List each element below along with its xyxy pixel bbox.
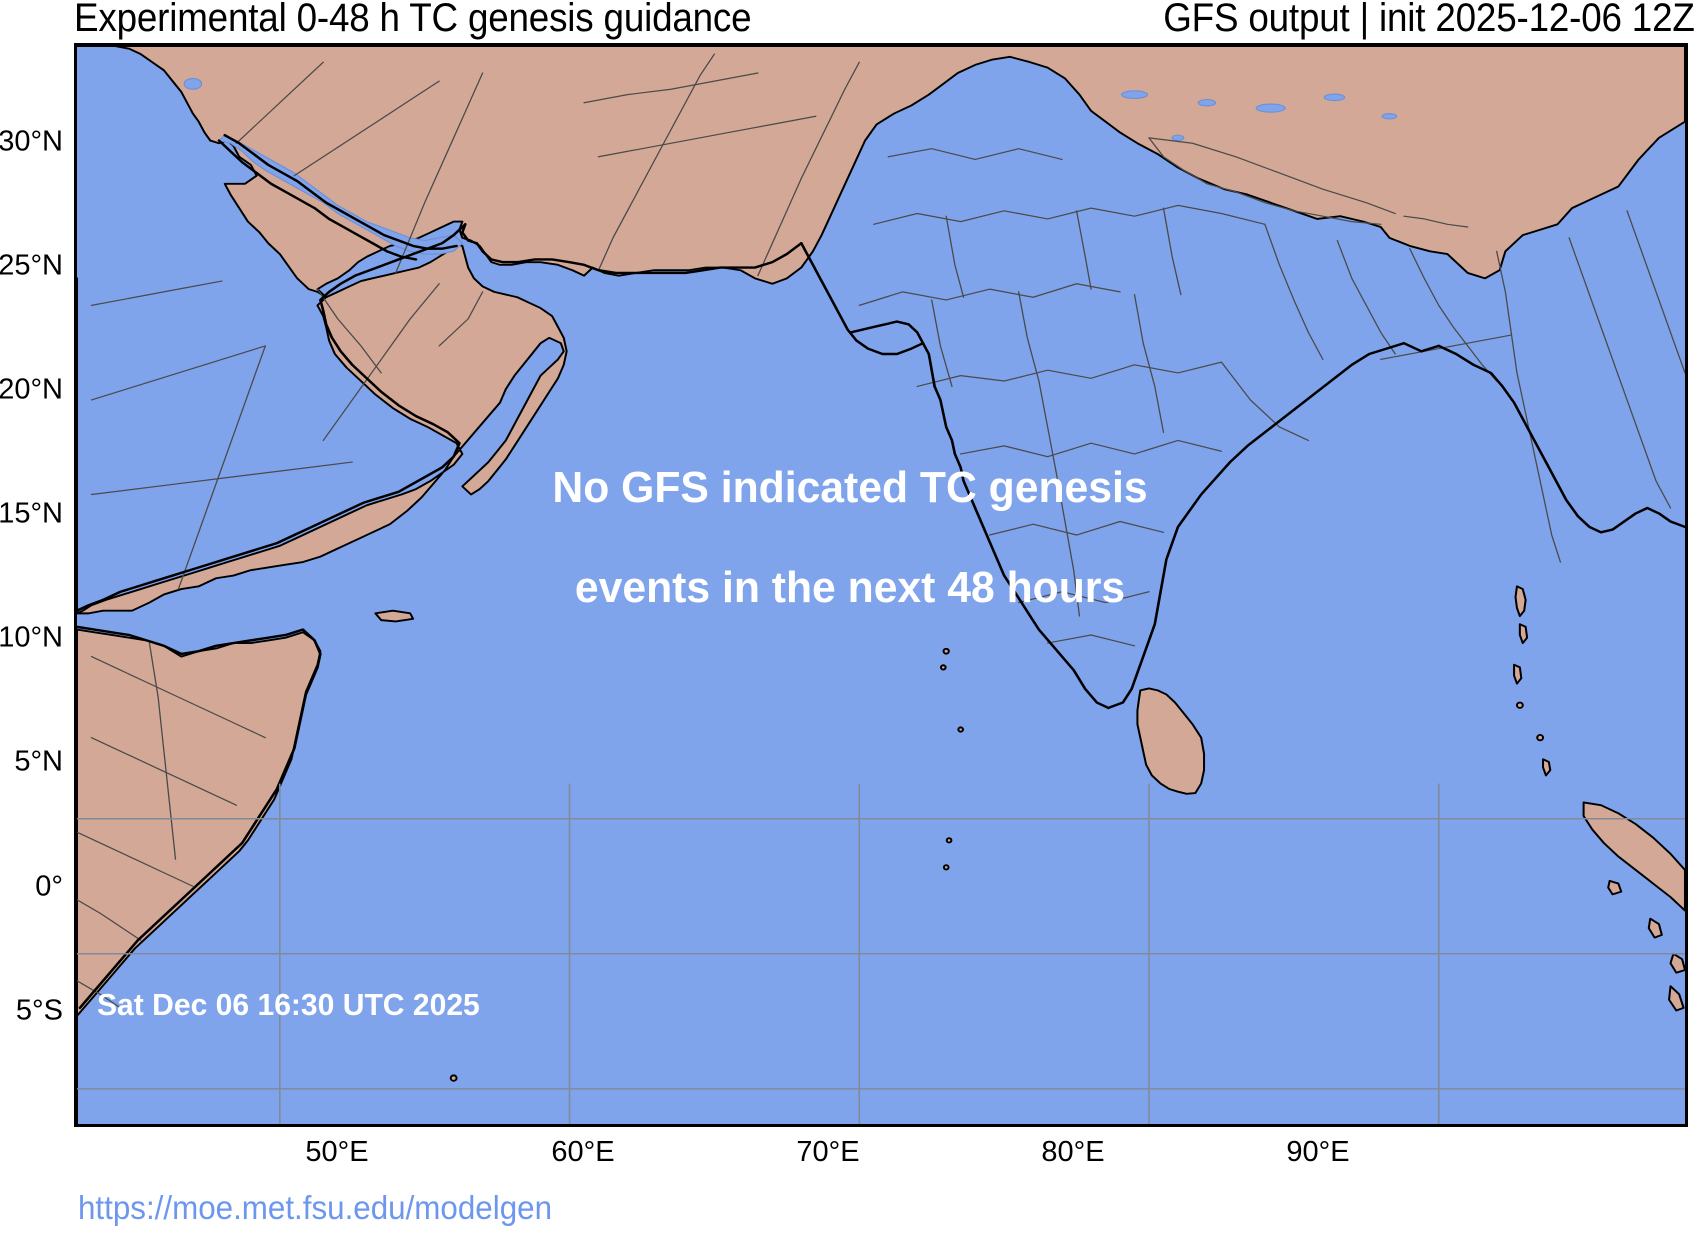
island-dot (1536, 734, 1545, 742)
island-chain-2 (1668, 985, 1685, 1012)
andaman-islands (1514, 585, 1527, 618)
simeulue-island (1607, 879, 1623, 896)
island-dot (939, 664, 947, 671)
nias-island (1647, 917, 1663, 939)
y-tick-label: 25°N (0, 249, 63, 282)
source-url-link[interactable]: https://moe.met.fsu.edu/modelgen (78, 1189, 553, 1226)
andaman-islands-3 (1513, 663, 1523, 685)
lake (1381, 113, 1398, 120)
landmasses (77, 46, 1685, 1124)
lake (1323, 93, 1346, 102)
y-tick-label: 20°N (0, 373, 63, 406)
nicobar-islands (1542, 758, 1552, 777)
x-tick-label: 60°E (551, 1136, 615, 1168)
coastlines (77, 133, 1685, 1010)
arabian-peninsula (77, 242, 568, 615)
lake (1120, 90, 1149, 99)
lake (1171, 134, 1185, 142)
x-tick-label: 70°E (796, 1136, 860, 1168)
island-dot (945, 837, 953, 844)
horn-of-africa (77, 628, 322, 1124)
x-tick-label: 50°E (305, 1136, 369, 1168)
y-tick-label: 0° (35, 870, 63, 903)
sri-lanka (1136, 687, 1206, 795)
island-dot (942, 864, 950, 871)
lake (1255, 103, 1286, 113)
page-title: Experimental 0-48 h TC genesis guidance (74, 0, 752, 40)
persian-gulf (217, 134, 464, 255)
model-init-label: GFS output | init 2025-12-06 12Z (1163, 0, 1696, 40)
map-gridlines (77, 783, 1685, 1124)
lake (1197, 98, 1217, 107)
socotra-island (374, 609, 415, 623)
andaman-islands-2 (1518, 623, 1529, 645)
figure-header: Experimental 0-48 h TC genesis guidance … (0, 0, 1701, 43)
y-tick-label: 10°N (0, 621, 63, 654)
country-borders (77, 53, 1685, 1009)
afro-eurasia-landmass (77, 46, 1685, 307)
inland-water (183, 77, 1398, 255)
y-tick-label: 30°N (0, 125, 63, 158)
y-tick-label: 15°N (0, 497, 63, 530)
island-dot (449, 1074, 458, 1082)
map-plot-area (74, 43, 1688, 1127)
y-tick-label: 5°S (15, 994, 63, 1027)
x-tick-label: 80°E (1041, 1136, 1105, 1168)
island-chain (1669, 952, 1685, 974)
map-svg (77, 46, 1685, 1124)
lake (183, 77, 203, 90)
y-tick-label: 5°N (14, 745, 63, 778)
island-dot (957, 726, 965, 733)
x-tick-label: 90°E (1286, 1136, 1350, 1168)
island-dot (942, 647, 950, 655)
island-dot (1515, 701, 1524, 709)
